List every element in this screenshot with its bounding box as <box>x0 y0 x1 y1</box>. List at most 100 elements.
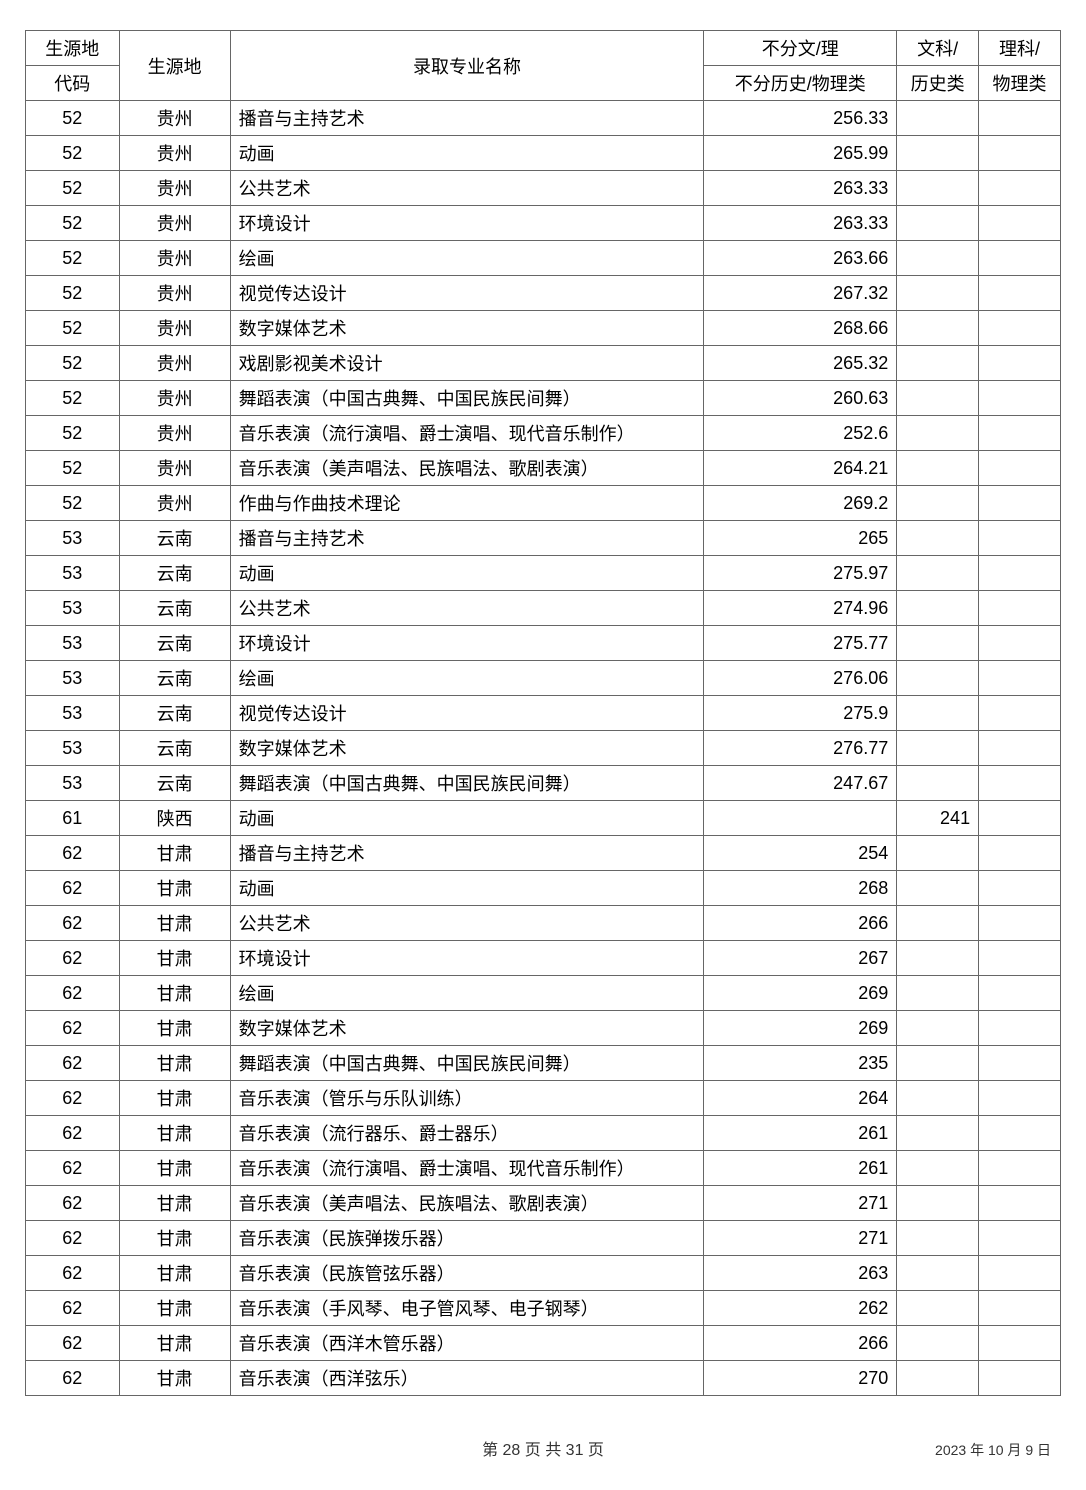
cell-code: 53 <box>26 766 120 801</box>
cell-score-wen <box>897 101 979 136</box>
cell-major: 音乐表演（管乐与乐队训练） <box>230 1081 704 1116</box>
cell-score-combined: 276.06 <box>704 661 897 696</box>
cell-region: 甘肃 <box>119 941 230 976</box>
cell-major: 环境设计 <box>230 941 704 976</box>
header-score2-line1: 文科/ <box>897 31 979 66</box>
cell-score-combined: 268.66 <box>704 311 897 346</box>
cell-score-li <box>979 696 1061 731</box>
cell-score-combined: 265.99 <box>704 136 897 171</box>
cell-score-li <box>979 486 1061 521</box>
cell-major: 戏剧影视美术设计 <box>230 346 704 381</box>
cell-region: 贵州 <box>119 381 230 416</box>
cell-score-wen <box>897 521 979 556</box>
cell-score-combined: 268 <box>704 871 897 906</box>
cell-region: 贵州 <box>119 101 230 136</box>
cell-code: 52 <box>26 276 120 311</box>
cell-region: 甘肃 <box>119 1046 230 1081</box>
cell-region: 甘肃 <box>119 1081 230 1116</box>
cell-score-combined: 264.21 <box>704 451 897 486</box>
cell-code: 62 <box>26 836 120 871</box>
cell-major: 播音与主持艺术 <box>230 521 704 556</box>
cell-score-li <box>979 521 1061 556</box>
header-score1-line2: 不分历史/物理类 <box>704 66 897 101</box>
cell-score-li <box>979 1221 1061 1256</box>
cell-score-wen <box>897 941 979 976</box>
cell-code: 62 <box>26 1011 120 1046</box>
table-body: 52贵州播音与主持艺术256.3352贵州动画265.9952贵州公共艺术263… <box>26 101 1061 1396</box>
cell-score-li <box>979 1116 1061 1151</box>
cell-score-combined: 269 <box>704 976 897 1011</box>
cell-score-wen <box>897 486 979 521</box>
page-total: 31 <box>566 1442 584 1459</box>
cell-score-combined: 271 <box>704 1186 897 1221</box>
table-row: 52贵州环境设计263.33 <box>26 206 1061 241</box>
cell-score-wen <box>897 311 979 346</box>
cell-score-combined: 267.32 <box>704 276 897 311</box>
cell-score-wen <box>897 906 979 941</box>
table-row: 62甘肃音乐表演（管乐与乐队训练）264 <box>26 1081 1061 1116</box>
table-row: 53云南绘画276.06 <box>26 661 1061 696</box>
cell-score-combined: 266 <box>704 1326 897 1361</box>
table-row: 53云南动画275.97 <box>26 556 1061 591</box>
header-major: 录取专业名称 <box>230 31 704 101</box>
table-row: 52贵州视觉传达设计267.32 <box>26 276 1061 311</box>
cell-major: 播音与主持艺术 <box>230 836 704 871</box>
cell-score-combined: 256.33 <box>704 101 897 136</box>
cell-major: 音乐表演（美声唱法、民族唱法、歌剧表演） <box>230 1186 704 1221</box>
cell-major: 动画 <box>230 801 704 836</box>
cell-code: 52 <box>26 451 120 486</box>
cell-score-li <box>979 556 1061 591</box>
cell-region: 贵州 <box>119 206 230 241</box>
cell-score-li <box>979 801 1061 836</box>
table-row: 53云南视觉传达设计275.9 <box>26 696 1061 731</box>
cell-region: 甘肃 <box>119 1011 230 1046</box>
cell-score-combined: 261 <box>704 1151 897 1186</box>
cell-major: 音乐表演（民族管弦乐器） <box>230 1256 704 1291</box>
cell-major: 绘画 <box>230 241 704 276</box>
cell-score-combined: 263.66 <box>704 241 897 276</box>
cell-region: 贵州 <box>119 451 230 486</box>
page-prefix: 第 <box>482 1442 502 1459</box>
cell-major: 动画 <box>230 871 704 906</box>
cell-score-li <box>979 626 1061 661</box>
cell-code: 62 <box>26 1361 120 1396</box>
cell-score-wen <box>897 1326 979 1361</box>
cell-major: 公共艺术 <box>230 906 704 941</box>
cell-score-li <box>979 941 1061 976</box>
cell-region: 甘肃 <box>119 836 230 871</box>
cell-score-li <box>979 1011 1061 1046</box>
table-row: 53云南公共艺术274.96 <box>26 591 1061 626</box>
cell-code: 52 <box>26 241 120 276</box>
cell-major: 环境设计 <box>230 626 704 661</box>
table-row: 52贵州绘画263.66 <box>26 241 1061 276</box>
cell-major: 舞蹈表演（中国古典舞、中国民族民间舞） <box>230 1046 704 1081</box>
cell-major: 环境设计 <box>230 206 704 241</box>
cell-major: 数字媒体艺术 <box>230 731 704 766</box>
cell-region: 云南 <box>119 521 230 556</box>
cell-code: 62 <box>26 906 120 941</box>
cell-code: 61 <box>26 801 120 836</box>
table-row: 52贵州播音与主持艺术256.33 <box>26 101 1061 136</box>
table-row: 52贵州公共艺术263.33 <box>26 171 1061 206</box>
header-score2-line2: 历史类 <box>897 66 979 101</box>
cell-major: 播音与主持艺术 <box>230 101 704 136</box>
cell-score-wen <box>897 766 979 801</box>
table-row: 52贵州作曲与作曲技术理论269.2 <box>26 486 1061 521</box>
cell-code: 53 <box>26 626 120 661</box>
cell-code: 52 <box>26 136 120 171</box>
cell-region: 贵州 <box>119 486 230 521</box>
table-row: 62甘肃环境设计267 <box>26 941 1061 976</box>
table-row: 52贵州音乐表演（美声唱法、民族唱法、歌剧表演）264.21 <box>26 451 1061 486</box>
cell-major: 音乐表演（民族弹拨乐器） <box>230 1221 704 1256</box>
cell-code: 53 <box>26 521 120 556</box>
cell-score-wen <box>897 136 979 171</box>
table-row: 62甘肃音乐表演（流行演唱、爵士演唱、现代音乐制作）261 <box>26 1151 1061 1186</box>
cell-score-li <box>979 1151 1061 1186</box>
table-row: 62甘肃播音与主持艺术254 <box>26 836 1061 871</box>
cell-code: 53 <box>26 556 120 591</box>
cell-code: 52 <box>26 486 120 521</box>
cell-code: 53 <box>26 731 120 766</box>
cell-region: 云南 <box>119 591 230 626</box>
cell-region: 甘肃 <box>119 871 230 906</box>
cell-score-wen <box>897 696 979 731</box>
